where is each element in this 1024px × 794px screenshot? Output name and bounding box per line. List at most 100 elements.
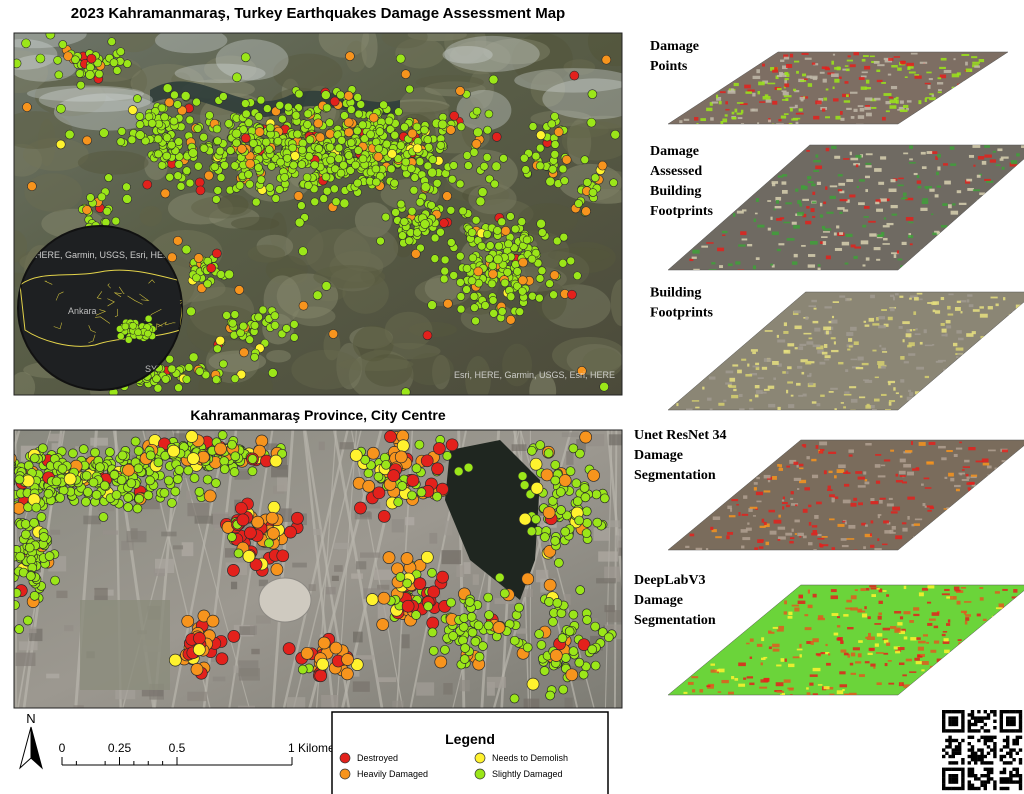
damage-point bbox=[250, 352, 259, 362]
terrain-patch bbox=[108, 33, 159, 53]
damage-point bbox=[241, 99, 250, 108]
texture-speck bbox=[809, 372, 812, 376]
damage-point bbox=[227, 630, 241, 643]
damage-point bbox=[571, 478, 582, 489]
texture-speck bbox=[956, 600, 961, 605]
texture-speck bbox=[882, 243, 890, 245]
texture-speck bbox=[816, 345, 824, 350]
texture-speck bbox=[900, 197, 908, 200]
damage-point bbox=[282, 642, 296, 655]
damage-point bbox=[112, 66, 122, 75]
texture-speck bbox=[776, 248, 781, 252]
texture-speck bbox=[915, 661, 922, 665]
damage-point bbox=[236, 369, 247, 380]
qr-module bbox=[983, 754, 987, 759]
building-block bbox=[181, 542, 194, 557]
damage-point bbox=[220, 160, 229, 170]
texture-speck bbox=[1009, 162, 1018, 167]
terrain-patch bbox=[217, 194, 249, 215]
damage-point bbox=[206, 614, 220, 628]
texture-speck bbox=[991, 615, 999, 620]
texture-speck bbox=[932, 309, 936, 313]
damage-point bbox=[467, 228, 477, 237]
qr-module bbox=[1006, 710, 1010, 714]
texture-speck bbox=[885, 101, 891, 105]
damage-point bbox=[44, 551, 55, 561]
damage-point bbox=[241, 133, 251, 143]
texture-speck bbox=[842, 499, 851, 504]
texture-speck bbox=[740, 231, 747, 236]
texture-speck bbox=[887, 316, 893, 321]
qr-module bbox=[954, 761, 959, 765]
texture-speck bbox=[811, 183, 816, 187]
damage-point bbox=[550, 150, 560, 159]
damage-point bbox=[203, 489, 217, 503]
damage-point bbox=[321, 90, 331, 100]
texture-speck bbox=[859, 396, 866, 399]
damage-point bbox=[161, 375, 170, 384]
texture-speck bbox=[762, 80, 769, 84]
damage-point bbox=[398, 231, 407, 240]
texture-speck bbox=[755, 362, 760, 366]
texture-speck bbox=[839, 232, 844, 235]
qr-module bbox=[974, 751, 978, 755]
damage-point bbox=[39, 532, 49, 542]
qr-module bbox=[986, 713, 991, 717]
qr-module bbox=[983, 716, 987, 720]
damage-point bbox=[467, 276, 477, 286]
texture-speck bbox=[776, 123, 784, 124]
layer-texture bbox=[685, 441, 1010, 550]
texture-speck bbox=[880, 393, 887, 396]
texture-speck bbox=[836, 690, 844, 695]
texture-speck bbox=[901, 522, 907, 525]
texture-speck bbox=[820, 544, 829, 547]
texture-speck bbox=[823, 97, 828, 101]
texture-speck bbox=[812, 638, 819, 643]
texture-speck bbox=[776, 629, 784, 632]
texture-speck bbox=[858, 640, 863, 643]
texture-speck bbox=[782, 371, 786, 374]
texture-speck bbox=[785, 202, 792, 205]
damage-point bbox=[317, 636, 331, 650]
damage-point bbox=[230, 451, 241, 462]
damage-point bbox=[354, 109, 364, 119]
texture-speck bbox=[820, 394, 825, 397]
texture-speck bbox=[743, 495, 748, 499]
texture-speck bbox=[776, 87, 782, 91]
damage-point bbox=[371, 177, 381, 187]
building-block bbox=[351, 573, 363, 579]
texture-speck bbox=[753, 218, 757, 222]
damage-point bbox=[0, 526, 8, 535]
qr-module bbox=[951, 780, 955, 784]
texture-speck bbox=[811, 532, 818, 536]
damage-point bbox=[555, 487, 566, 497]
damage-point bbox=[328, 329, 339, 339]
texture-speck bbox=[870, 587, 879, 590]
damage-point bbox=[23, 615, 33, 626]
texture-speck bbox=[818, 450, 824, 454]
texture-speck bbox=[749, 372, 757, 376]
texture-speck bbox=[906, 396, 915, 401]
qr-module bbox=[970, 729, 975, 733]
texture-speck bbox=[968, 304, 974, 308]
texture-speck bbox=[822, 241, 827, 246]
qr-module bbox=[999, 748, 1003, 752]
texture-speck bbox=[940, 57, 947, 61]
texture-speck bbox=[869, 533, 872, 537]
damage-point bbox=[127, 135, 137, 145]
qr-module bbox=[970, 716, 975, 720]
texture-speck bbox=[900, 379, 905, 383]
damage-point bbox=[581, 206, 591, 217]
damage-point bbox=[297, 160, 307, 169]
damage-point bbox=[597, 160, 608, 171]
texture-speck bbox=[844, 391, 850, 394]
qr-module bbox=[961, 710, 965, 714]
damage-point bbox=[411, 610, 421, 620]
texture-speck bbox=[789, 540, 794, 544]
texture-speck bbox=[691, 676, 699, 679]
damage-point bbox=[116, 137, 126, 147]
building-block bbox=[360, 552, 381, 558]
texture-speck bbox=[824, 67, 831, 71]
texture-speck bbox=[839, 190, 845, 194]
terrain-patch bbox=[313, 265, 386, 289]
